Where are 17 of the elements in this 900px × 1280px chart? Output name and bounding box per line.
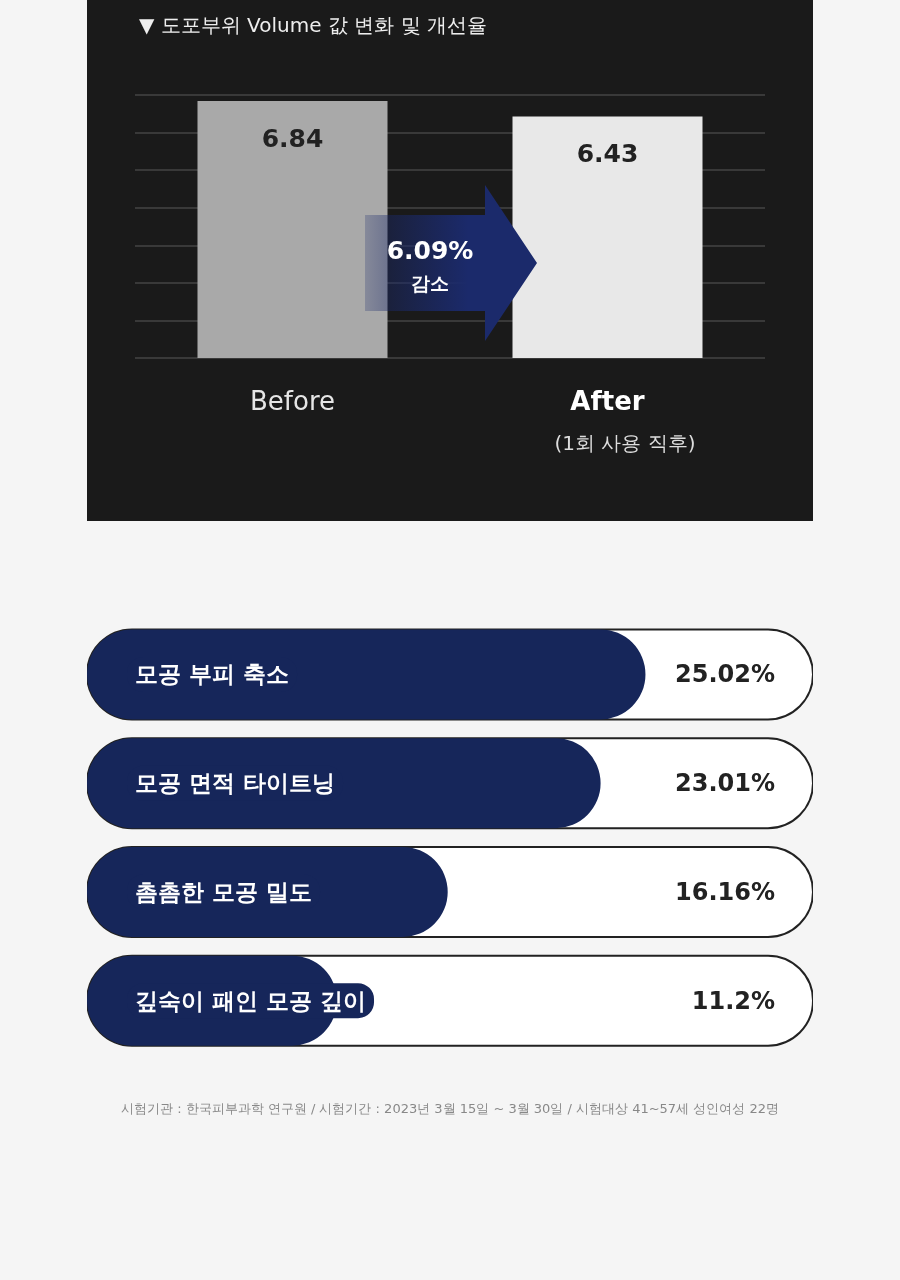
y-tick-label: 촘촘한 모공 밀도	[135, 878, 313, 905]
data-label: 6.43	[576, 139, 639, 169]
annotation: 감소	[410, 271, 450, 296]
annotation: 6.09%	[385, 236, 475, 265]
text: 시험기관 : 한국피부과학 연구원 / 시험기간 : 2023년 3월 15일 ~ 3월 30일 / 시험대상 41~57세 성인여성 22명	[120, 1100, 780, 1118]
y-tick-label: 모공 면적 타이트닝	[135, 770, 336, 797]
data-label: 23.01%	[675, 769, 775, 798]
data-label: 25.02%	[675, 660, 775, 689]
x-tick-label: Before	[249, 386, 336, 416]
data-label: 6.84	[261, 124, 324, 154]
text: (1회 사용 직후)	[553, 430, 697, 457]
data-label: 11.2%	[691, 986, 775, 1015]
data-label: 16.16%	[675, 877, 775, 906]
chart-title: ▼ 도포부위 Volume 값 변화 및 개선율	[139, 13, 487, 37]
y-tick-label: 깊숙이 패인 모공 깊이	[135, 987, 367, 1014]
x-tick-label: After	[570, 386, 645, 416]
y-tick-label: 모공 부피 축소	[135, 661, 290, 688]
